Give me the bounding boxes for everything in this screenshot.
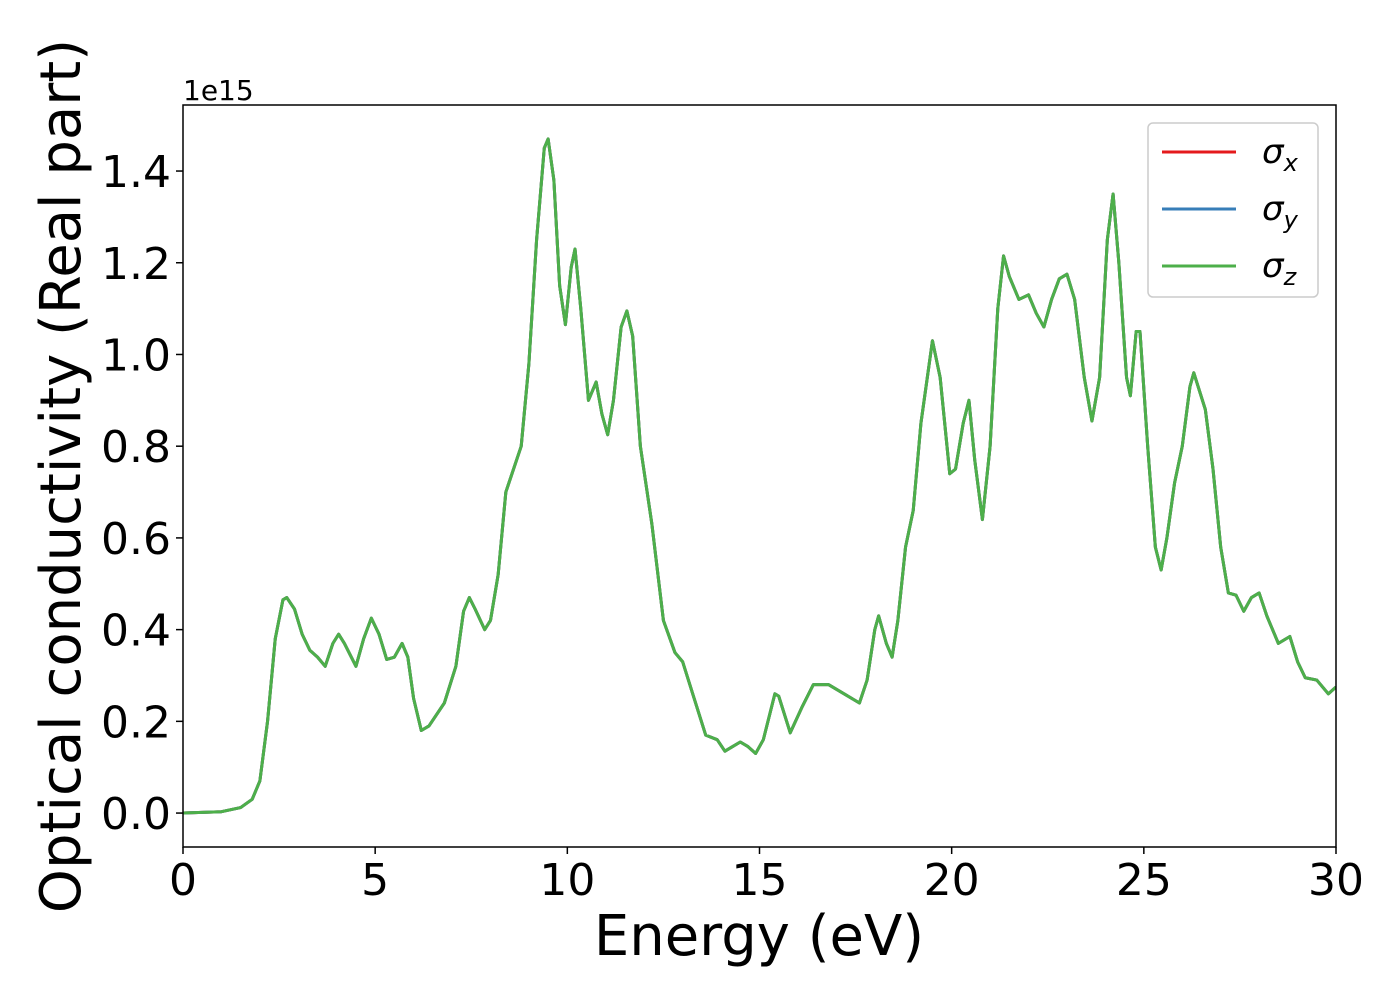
y-tick-label: 0.8	[101, 422, 171, 473]
y-tick-label: 0.4	[101, 606, 171, 657]
series-line	[183, 137, 1336, 815]
x-tick-label: 15	[732, 855, 788, 906]
legend-label: σx	[1262, 132, 1299, 177]
x-tick-label: 30	[1308, 855, 1364, 906]
x-tick-label: 20	[924, 855, 980, 906]
y-offset-label: 1e15	[183, 74, 254, 107]
legend-label: σz	[1262, 246, 1298, 291]
legend-label: σy	[1262, 189, 1299, 234]
x-tick-label: 5	[361, 855, 389, 906]
x-tick-label: 0	[169, 855, 197, 906]
y-tick-label: 1.4	[101, 147, 171, 198]
y-tick-label: 0.2	[101, 697, 171, 748]
y-tick-label: 1.0	[101, 330, 171, 381]
x-axis-label: Energy (eV)	[594, 904, 924, 969]
y-tick-label: 1.2	[101, 239, 171, 290]
y-tick-label: 0.0	[101, 789, 171, 840]
y-tick-label: 0.6	[101, 514, 171, 565]
x-tick-label: 25	[1116, 855, 1172, 906]
plot-frame	[182, 104, 1337, 848]
y-axis-label: Optical conductivity (Real part)	[29, 39, 94, 913]
x-tick-label: 10	[539, 855, 595, 906]
